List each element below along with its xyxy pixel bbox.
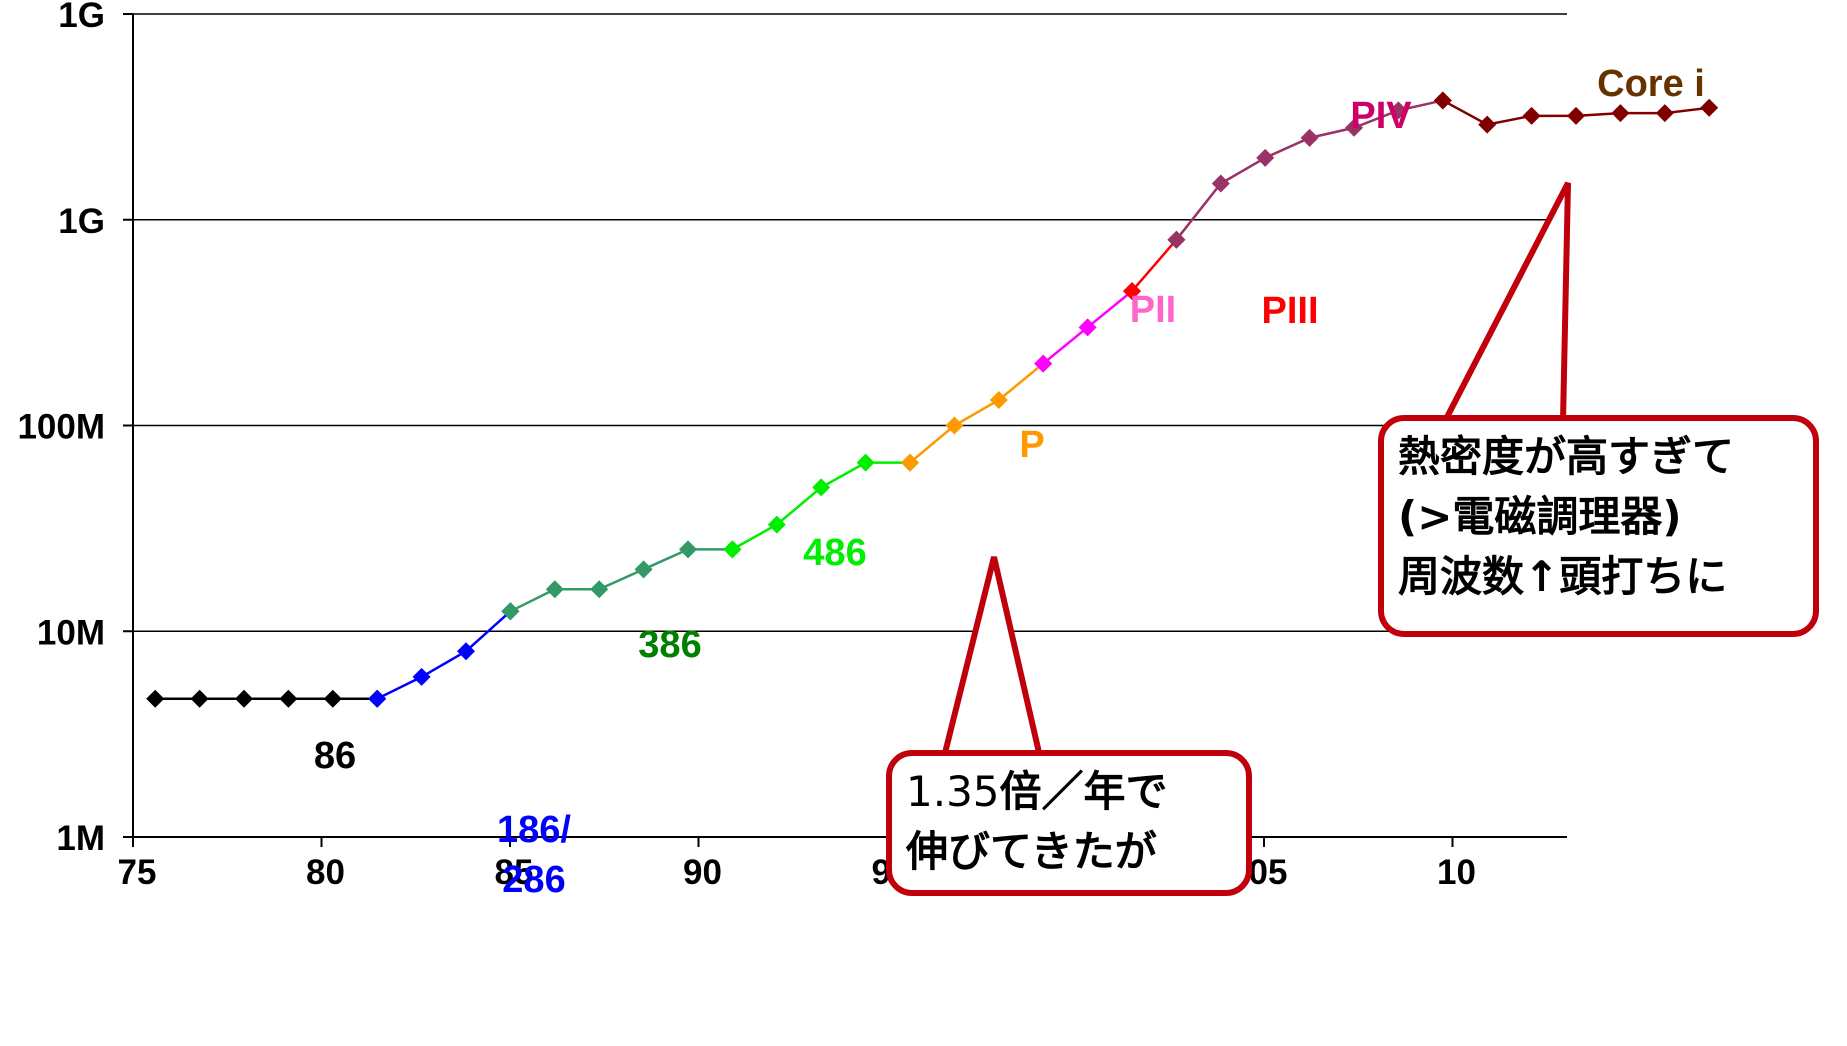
data-point [235, 689, 253, 708]
y-tick-label: 1G [58, 0, 105, 35]
data-point [1167, 230, 1186, 249]
data-point [412, 667, 431, 686]
data-point [1655, 104, 1674, 123]
heat-callout: 熱密度が高すぎて (>電磁調理器) 周波数↑頭打ちに [1378, 415, 1819, 637]
grid-lines [133, 13, 1567, 632]
growth-callout: 1.35倍／年で 伸びてきたが [886, 750, 1252, 896]
series-lines [146, 91, 1719, 708]
data-point [1300, 128, 1319, 147]
data-point [856, 453, 875, 472]
data-point [368, 689, 387, 708]
data-point [545, 580, 564, 599]
series-line [376, 610, 512, 700]
growth-callout-pointer [940, 556, 1044, 760]
data-point [1123, 282, 1141, 301]
data-point [989, 391, 1008, 410]
data-point [457, 642, 475, 661]
axes: 1M10M100M1G1G7580859095000510 [17, 0, 1567, 892]
data-point [323, 689, 342, 708]
data-point [1700, 98, 1719, 117]
growth-callout-line1: 1.35倍／年で [906, 762, 1232, 822]
data-point [146, 689, 165, 708]
growth-callout-line2: 伸びてきたが [906, 827, 1157, 876]
y-tick-label: 100M [17, 408, 105, 447]
series-label: PII [1130, 289, 1176, 331]
data-point [945, 416, 964, 435]
data-point [634, 560, 653, 579]
series-label: PIV [1350, 95, 1412, 137]
data-point [1522, 106, 1541, 125]
growth-rate-number: 1.35 [906, 767, 1000, 816]
heat-callout-line3-b: 頭打ちに [1559, 552, 1728, 601]
data-point [901, 453, 919, 472]
x-tick-label: 10 [1437, 853, 1476, 892]
series-label: 286 [502, 859, 565, 901]
heat-callout-line2: (>電磁調理器) [1398, 492, 1682, 541]
data-point [723, 540, 742, 559]
data-point [1034, 354, 1053, 373]
data-point [1389, 101, 1408, 120]
heat-callout-line1: 熱密度が高すぎて [1398, 432, 1735, 481]
series-label: P [1019, 424, 1044, 466]
data-point [279, 689, 298, 708]
y-tick-label: 1G [58, 202, 105, 241]
heat-callout-line3-a: 周波数 [1398, 552, 1525, 601]
data-point [1211, 174, 1230, 193]
series-label: 186/ [497, 809, 571, 851]
up-arrow-icon: ↑ [1524, 552, 1560, 601]
series-line [509, 548, 733, 613]
series-label: 486 [803, 532, 866, 574]
data-point [1478, 115, 1497, 134]
x-tick-label: 90 [683, 853, 722, 892]
data-point [812, 478, 831, 497]
x-tick-label: 75 [118, 853, 157, 892]
data-point [501, 602, 520, 621]
series-label: 386 [638, 624, 701, 666]
x-tick-label: 05 [1249, 853, 1288, 892]
heat-callout-line3: 周波数↑頭打ちに [1398, 547, 1799, 607]
data-point [1345, 118, 1363, 137]
series-line [909, 362, 1044, 464]
data-point [1078, 318, 1097, 337]
series-line [1131, 238, 1178, 292]
data-point [767, 515, 786, 534]
y-tick-label: 10M [37, 613, 105, 652]
data-point [1433, 91, 1452, 110]
y-tick-label: 1M [56, 819, 105, 858]
series-label: Core i [1597, 63, 1705, 105]
data-point [1567, 106, 1585, 125]
x-tick-label: 80 [306, 853, 345, 892]
growth-rate-text: 倍／年で [999, 767, 1168, 816]
series-label: PIII [1261, 290, 1318, 332]
data-point [190, 689, 209, 708]
data-point [1611, 104, 1630, 123]
data-point [590, 580, 609, 599]
data-point [1256, 148, 1275, 167]
data-point [679, 540, 697, 559]
x-tick-label: 85 [495, 853, 534, 892]
heat-callout-pointer [1440, 181, 1571, 424]
series-labels: 86 186/286 386 486 P PII PIII PIV Core i [314, 63, 1705, 901]
series-label: 86 [314, 735, 356, 777]
